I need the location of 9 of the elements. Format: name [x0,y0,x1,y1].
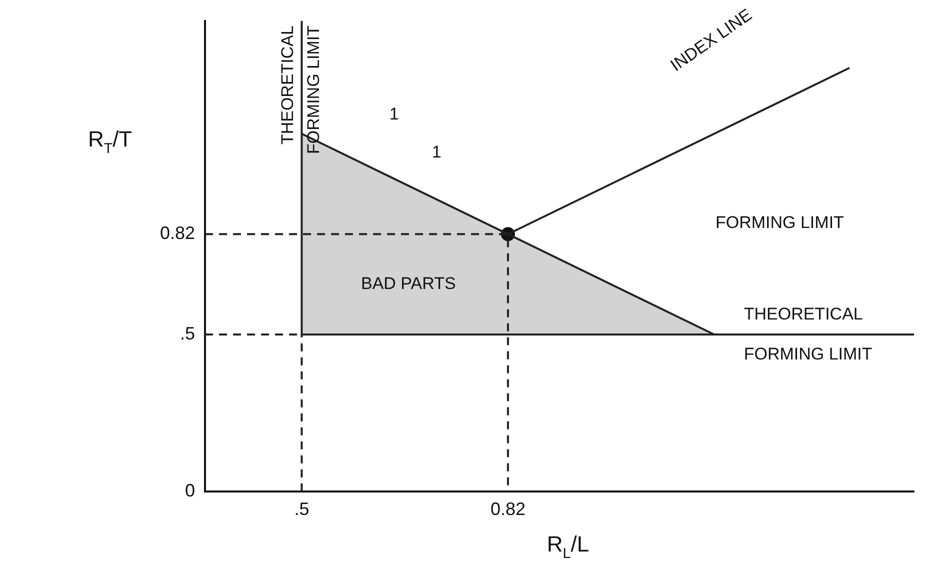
annotation: 1 [432,142,442,162]
annotation: FORMING LIMIT [715,212,844,232]
y-tick-label: 0.82 [160,223,196,244]
y-tick-label: .5 [180,324,196,344]
y-tick-label: 0 [185,480,196,500]
annotation: THEORETICAL FORMING LIMIT [278,26,324,154]
text: THEORETICAL FORMING LIMIT [744,304,872,364]
annotation: BAD PARTS [361,274,456,294]
annotation: 1 [389,104,399,124]
